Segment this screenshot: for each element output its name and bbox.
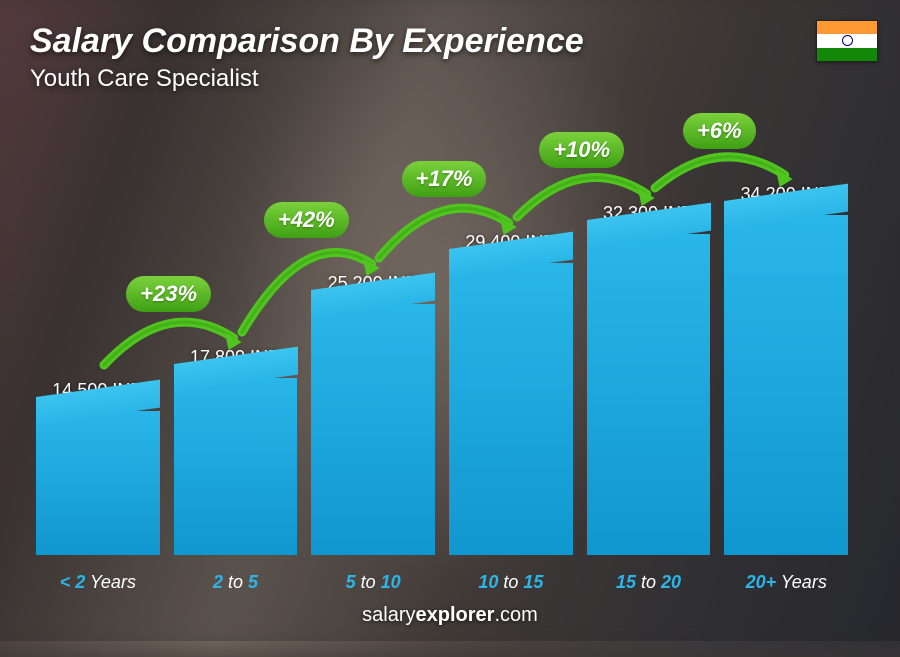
x-axis-label: 15 to 20 <box>587 572 711 593</box>
flag-stripe-green <box>817 48 877 61</box>
percent-increase-badge: +6% <box>683 113 756 149</box>
flag-stripe-saffron <box>817 21 877 34</box>
percent-increase-badge: +23% <box>126 276 211 312</box>
x-axis-label: 10 to 15 <box>449 572 573 593</box>
bar <box>724 215 848 555</box>
page-subtitle: Youth Care Specialist <box>30 65 870 93</box>
header: Salary Comparison By Experience Youth Ca… <box>30 22 870 93</box>
brand-part-2: explorer <box>416 604 495 626</box>
bar-front-face <box>311 304 435 555</box>
bar-front-face <box>36 411 160 555</box>
x-axis-label: < 2 Years <box>36 572 160 593</box>
x-axis-label: 2 to 5 <box>174 572 298 593</box>
ashoka-chakra-icon <box>842 35 853 46</box>
bar-front-face <box>174 378 298 555</box>
bar-slot: 17,800 INR2 to 5 <box>174 130 298 555</box>
page-title: Salary Comparison By Experience <box>30 22 870 61</box>
bar-slot: 32,300 INR15 to 20 <box>587 130 711 555</box>
bar-front-face <box>724 215 848 555</box>
brand-suffix: .com <box>494 604 537 626</box>
bar <box>449 263 573 555</box>
flag-stripe-white <box>817 34 877 47</box>
x-axis-label: 20+ Years <box>724 572 848 593</box>
bar <box>174 378 298 555</box>
percent-increase-badge: +42% <box>264 202 349 238</box>
bar-slot: 34,200 INR20+ Years <box>724 130 848 555</box>
bar-front-face <box>449 263 573 555</box>
bar <box>587 234 711 555</box>
bar <box>36 411 160 555</box>
percent-increase-badge: +17% <box>402 161 487 197</box>
bar-front-face <box>587 234 711 555</box>
bar-slot: 14,500 INR< 2 Years <box>36 130 160 555</box>
percent-increase-badge: +10% <box>539 132 624 168</box>
bar <box>311 304 435 555</box>
footer-brand: salaryexplorer.com <box>0 604 900 627</box>
x-axis-label: 5 to 10 <box>311 572 435 593</box>
brand-part-1: salary <box>362 604 415 626</box>
salary-bar-chart: 14,500 INR< 2 Years17,800 INR2 to 525,20… <box>36 130 848 555</box>
country-flag-india <box>816 20 878 62</box>
